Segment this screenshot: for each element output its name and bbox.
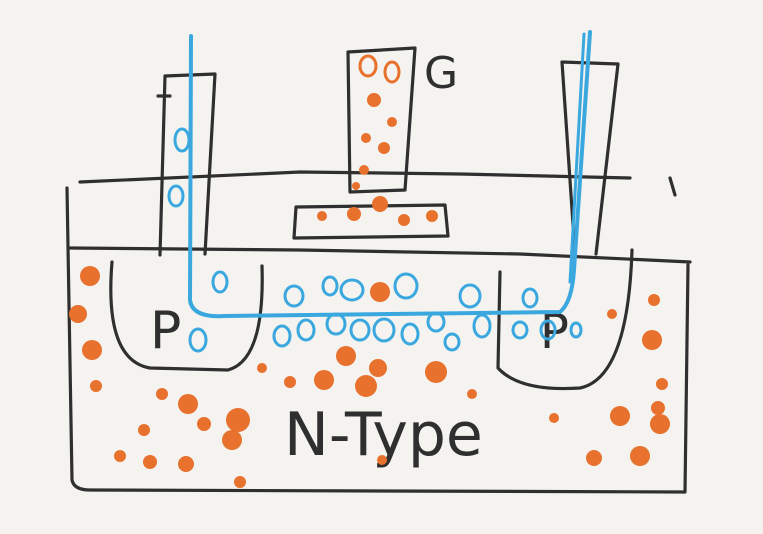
gate-plate [292,203,450,240]
electron-carrier [359,165,369,175]
hole-current-path-return [568,32,586,284]
hole-carrier [426,311,446,333]
channel-surface-line [68,246,692,264]
electron-carrier [378,142,390,154]
electron-carrier [377,455,387,465]
hole-carrier [521,287,539,309]
hole-carrier [349,318,371,342]
electron-carrier [90,380,102,392]
electron-carrier [352,182,360,190]
electron-carrier [630,446,650,466]
hole-carrier [458,283,482,309]
electrons-group [69,54,670,488]
hole-carrier [443,332,461,352]
electron-carrier [648,294,660,306]
electron-carrier [355,375,377,397]
hole-carrier [167,184,185,208]
electron-carrier [651,401,665,415]
drain-p-well [496,248,634,391]
gate-stem [346,46,417,194]
electron-carrier [370,282,390,302]
source-contact [156,72,217,257]
holes-group [167,127,583,353]
hole-carrier [188,327,208,353]
electron-carrier [138,424,150,436]
hole-carrier [211,270,229,294]
hole-current-path [188,30,592,319]
hole-carrier [339,278,365,302]
electron-carrier [369,359,387,377]
hole-carrier [283,284,305,308]
electron-carrier [82,340,102,360]
electron-carrier [586,450,602,466]
electron-carrier [222,430,242,450]
electron-carrier [317,211,327,221]
electron-carrier [387,117,397,127]
hole-carrier [372,317,396,343]
hole-carrier [393,272,419,300]
hole-carrier [472,313,492,339]
electron-carrier [178,456,194,472]
electron-carrier [358,54,378,78]
electron-carrier [372,196,388,212]
electron-carrier [156,388,168,400]
electron-carrier [314,370,334,390]
hole-carrier [173,127,191,153]
electron-carrier [467,389,477,399]
hole-carrier [539,319,557,341]
hole-carrier [321,275,339,297]
electron-carrier [642,330,662,350]
electron-carrier [69,305,87,323]
electron-carrier [656,378,668,390]
hole-carrier [569,321,583,339]
electron-carrier [650,414,670,434]
source-region-label: P [150,301,181,361]
electron-carrier [257,363,267,373]
substrate-outline [65,186,690,494]
hole-carrier [272,324,292,348]
electron-carrier [114,450,126,462]
electron-carrier [284,376,296,388]
electron-carrier [143,455,157,469]
electron-carrier [367,93,381,107]
electron-carrier [347,207,361,221]
hole-carrier [296,318,316,342]
electron-carrier [549,413,559,423]
electron-carrier [383,60,401,84]
hole-carrier [400,322,420,346]
drain-contact [560,60,620,256]
electron-carrier [234,476,246,488]
gate-label: G [424,48,458,99]
electron-carrier [197,417,211,431]
electron-carrier [226,408,250,432]
electron-carrier [426,210,438,222]
hole-carrier [325,312,347,336]
electron-carrier [398,214,410,226]
electron-carrier [610,406,630,426]
substrate-right-edge [668,176,677,197]
electron-carrier [425,361,447,383]
electron-carrier [80,266,100,286]
electron-carrier [336,346,356,366]
electron-carrier [178,394,198,414]
electron-carrier [361,133,371,143]
hole-carrier [511,320,529,340]
electron-carrier [607,309,617,319]
